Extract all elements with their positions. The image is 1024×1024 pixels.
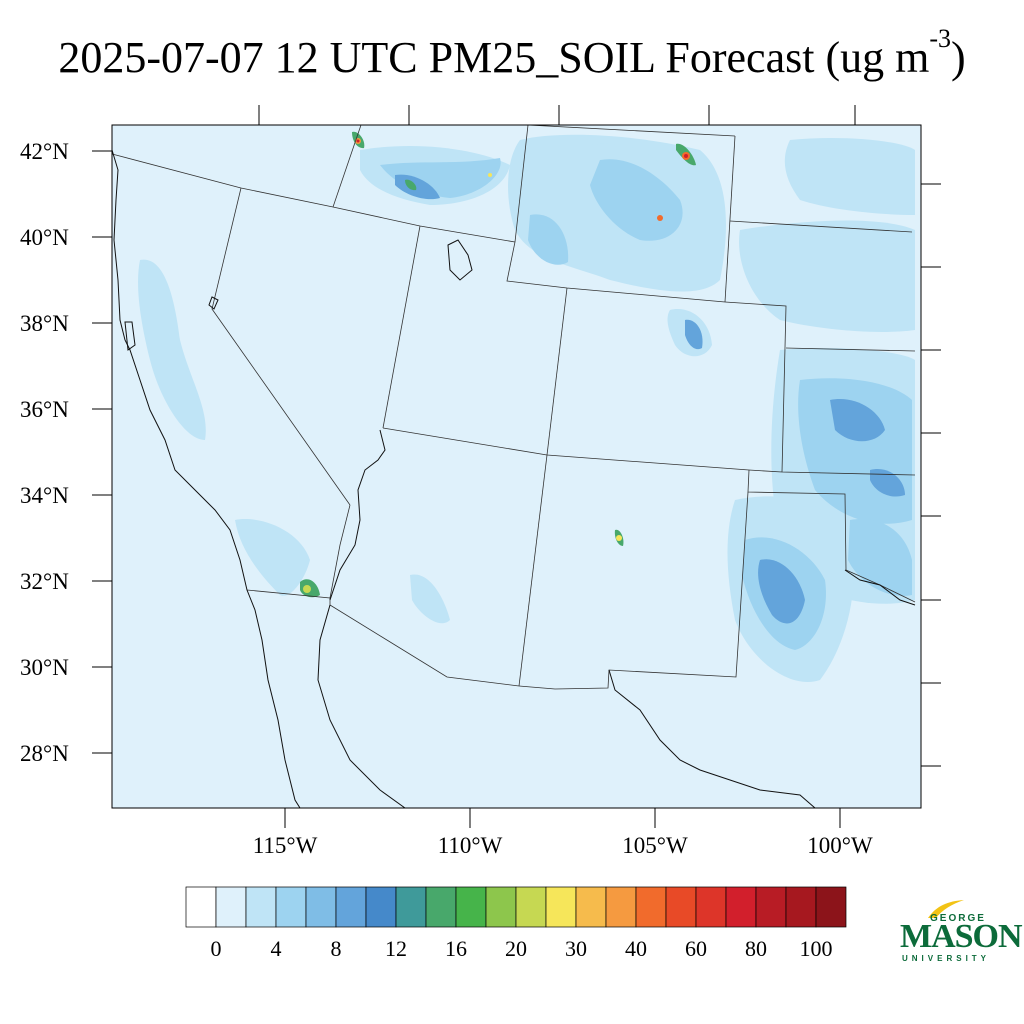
lat-label: 42°N — [20, 139, 69, 164]
colorbar-swatch — [725, 886, 757, 928]
colorbar-swatch — [755, 886, 787, 928]
lon-ticks-top — [258, 105, 856, 125]
field-peaks — [303, 138, 690, 593]
lon-label: 110°W — [438, 833, 503, 858]
lon-label: 100°W — [807, 833, 873, 858]
logo-university-text: UNIVERSITY — [902, 954, 991, 963]
colorbar-label: 20 — [505, 936, 527, 961]
colorbar-swatch — [485, 886, 517, 928]
lat-ticks-left — [92, 150, 112, 754]
colorbar-swatch — [815, 886, 847, 928]
colorbar-swatch — [425, 886, 457, 928]
colorbar-swatch — [395, 886, 427, 928]
colorbar-label: 40 — [625, 936, 647, 961]
logo-george-text: GEORGE — [930, 913, 986, 924]
title-unit-exponent: -3 — [929, 24, 951, 53]
lat-labels: 42°N 40°N 38°N 36°N 34°N 32°N 30°N 28°N — [20, 139, 69, 766]
colorbar-label: 80 — [745, 936, 767, 961]
concentration-field — [112, 125, 916, 808]
george-mason-logo: GEORGE MASON UNIVERSITY — [896, 898, 1023, 968]
colorbar-label: 8 — [331, 936, 342, 961]
lat-label: 30°N — [20, 655, 69, 680]
colorbar — [185, 886, 847, 928]
colorbar-swatch — [785, 886, 817, 928]
colorbar-swatch — [185, 886, 217, 928]
lat-label: 38°N — [20, 311, 69, 336]
map-title: 2025-07-07 12 UTC PM25_SOIL Forecast (ug… — [0, 26, 1024, 88]
lon-label: 105°W — [622, 833, 688, 858]
colorbar-label: 12 — [385, 936, 407, 961]
colorbar-swatch — [665, 886, 697, 928]
colorbar-label: 100 — [800, 936, 833, 961]
state-boundaries — [112, 125, 916, 690]
coastlines — [112, 149, 916, 808]
lat-ticks-right — [921, 183, 941, 767]
lat-label: 40°N — [20, 225, 69, 250]
colorbar-swatch — [305, 886, 337, 928]
colorbar-label: 4 — [271, 936, 282, 961]
colorbar-swatch — [335, 886, 367, 928]
title-main: 2025-07-07 12 UTC PM25_SOIL Forecast (ug… — [58, 33, 930, 82]
lat-label: 28°N — [20, 741, 69, 766]
lat-label: 32°N — [20, 569, 69, 594]
map-border — [111, 124, 922, 809]
lat-label: 36°N — [20, 397, 69, 422]
colorbar-swatch — [455, 886, 487, 928]
colorbar-label: 30 — [565, 936, 587, 961]
colorbar-swatch — [245, 886, 277, 928]
title-close: ) — [951, 33, 966, 82]
colorbar-label: 0 — [211, 936, 222, 961]
logo-swoosh-icon — [928, 900, 964, 918]
colorbar-swatch — [635, 886, 667, 928]
colorbar-swatch — [275, 886, 307, 928]
colorbar-swatch — [695, 886, 727, 928]
lon-labels: 115°W 110°W 105°W 100°W — [253, 833, 873, 858]
colorbar-swatch — [365, 886, 397, 928]
colorbar-swatch — [515, 886, 547, 928]
colorbar-label: 16 — [445, 936, 467, 961]
colorbar-swatch — [605, 886, 637, 928]
colorbar-swatch — [215, 886, 247, 928]
logo-mason-text: MASON — [900, 918, 1023, 955]
colorbar-label: 60 — [685, 936, 707, 961]
lat-label: 34°N — [20, 483, 69, 508]
colorbar-swatch — [545, 886, 577, 928]
lon-label: 115°W — [253, 833, 318, 858]
field-level-3 — [395, 174, 905, 624]
lon-ticks-bottom — [284, 808, 841, 828]
colorbar-swatch — [575, 886, 607, 928]
colorbar-labels: 0 4 8 12 16 20 30 40 60 80 100 — [211, 936, 833, 961]
